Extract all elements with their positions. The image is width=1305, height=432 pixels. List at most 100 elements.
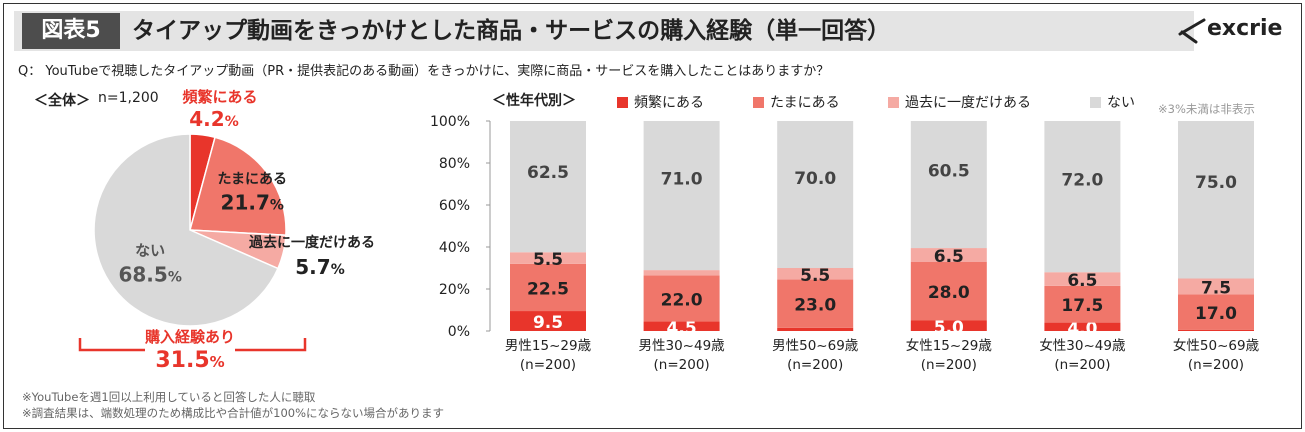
- legend-swatch-once: [888, 96, 899, 108]
- y-tick-label: 0%: [448, 324, 470, 340]
- x-tick-label: 女性50~69歳: [1173, 337, 1260, 354]
- pie-slice-sometimes: [189, 136, 287, 237]
- bar-value-label-never: 62.5: [527, 163, 569, 183]
- bar-segment-once: [910, 248, 987, 262]
- y-tick-label: 20%: [439, 282, 470, 298]
- bar-value-label-never: 72.0: [1061, 170, 1103, 190]
- y-tick-label: 80%: [439, 156, 470, 172]
- footnote-1: ※YouTubeを週1回以上利用していると回答した人に聴取: [22, 390, 316, 404]
- header-bar: [14, 11, 1194, 51]
- bar-value-label-sometimes: 23.0: [794, 296, 836, 316]
- legend-item-never: ない: [1090, 92, 1135, 112]
- by-age-label: ＜性年代別＞: [492, 93, 576, 109]
- x-tick-n-label: (n=200): [1188, 357, 1244, 373]
- overall-label: ＜全体＞: [34, 93, 90, 109]
- legend-swatch-frequent: [617, 96, 628, 108]
- bar-segment-once: [510, 252, 586, 264]
- bar-segment-frequent: [1044, 322, 1121, 331]
- bar-value-label-once: 5.5: [800, 266, 830, 286]
- x-tick-label: 女性15~29歳: [906, 337, 993, 354]
- x-tick-n-label: (n=200): [520, 357, 576, 373]
- bar-segment-sometimes: [643, 275, 720, 322]
- bar-value-label-frequent: 9.5: [533, 313, 563, 333]
- legend-label-never: ない: [1107, 95, 1135, 111]
- y-tick-label: 40%: [439, 240, 470, 256]
- logo-text: excrie: [1207, 16, 1283, 41]
- x-tick-n-label: (n=200): [787, 357, 843, 373]
- figure-frame: [3, 3, 1302, 429]
- bar-value-label-once: 6.5: [1067, 271, 1097, 291]
- x-tick-n-label: (n=200): [1054, 357, 1110, 373]
- legend-label-once: 過去に一度だけある: [905, 95, 1031, 111]
- bar-segment-never: [1178, 121, 1254, 279]
- chart-title: タイアップ動画をきっかけとした商品・サービスの購入経験（単一回答）: [132, 18, 891, 44]
- legend-swatch-sometimes: [753, 96, 764, 108]
- bar-segment-frequent: [510, 311, 586, 331]
- bar-segment-once: [1044, 272, 1121, 286]
- pie-label-frequent: 頻繁にある: [182, 88, 257, 106]
- bar-segment-once: [777, 268, 854, 280]
- bar-segment-sometimes: [777, 279, 854, 328]
- x-tick-label: 女性30~49歳: [1039, 337, 1126, 354]
- pie-slice-never: [93, 133, 279, 327]
- bar-value-label-never: 75.0: [1195, 173, 1237, 193]
- legend-item-frequent: 頻繁にある: [617, 92, 704, 112]
- logo-mark-icon: [1178, 18, 1206, 44]
- legend-swatch-never: [1090, 96, 1101, 108]
- bar-segment-never: [1044, 121, 1121, 273]
- pie-value-sometimes: 21.7%: [221, 191, 284, 215]
- bar-value-label-sometimes: 28.0: [928, 283, 970, 303]
- bar-value-label-frequent: 4.5: [667, 318, 697, 338]
- x-tick-n-label: (n=200): [654, 357, 710, 373]
- x-tick-label: 男性30~49歳: [639, 338, 726, 354]
- bar-segment-never: [777, 121, 854, 268]
- bar-segment-never: [510, 121, 586, 253]
- legend-item-sometimes: たまにある: [753, 92, 840, 112]
- bar-value-label-never: 70.0: [794, 169, 836, 189]
- bar-value-label-frequent: 4.0: [1067, 319, 1097, 339]
- bar-value-label-sometimes: 22.0: [661, 290, 703, 310]
- bar-segment-sometimes: [510, 263, 586, 312]
- x-tick-n-label: (n=200): [921, 357, 977, 373]
- excrie-logo: [1178, 18, 1206, 44]
- purchase-experience-label: 購入経験あり: [144, 328, 235, 346]
- bar-segment-frequent: [910, 320, 987, 331]
- bar-value-label-sometimes: 17.0: [1195, 304, 1237, 324]
- bar-value-label-frequent: 5.0: [934, 318, 964, 338]
- bar-segment-never: [643, 121, 720, 271]
- bar-segment-frequent: [1178, 329, 1254, 331]
- figure-label: 図表5: [22, 13, 120, 49]
- legend-label-sometimes: たまにある: [770, 95, 840, 111]
- bar-segment-frequent: [777, 327, 854, 331]
- bar-value-label-never: 71.0: [661, 170, 703, 190]
- bar-value-label-never: 60.5: [928, 161, 970, 181]
- bar-segment-never: [910, 121, 987, 249]
- bar-value-label-once: 7.5: [1201, 278, 1231, 298]
- bar-segment-once: [643, 270, 720, 276]
- y-tick-label: 100%: [430, 114, 470, 130]
- footnote-2: ※調査結果は、端数処理のため構成比や合計値が100%にならない場合があります: [22, 406, 445, 420]
- y-tick-label: 60%: [439, 198, 470, 214]
- bar-segment-frequent: [643, 321, 720, 331]
- pie-label-sometimes: たまにある: [217, 172, 287, 188]
- legend-note: ※3%未満は非表示: [1158, 102, 1255, 116]
- question-text: Q： YouTubeで視聴したタイアップ動画（PR・提供表記のある動画）をきっか…: [18, 64, 830, 79]
- legend-label-frequent: 頻繁にある: [634, 95, 704, 111]
- bar-value-label-once: 6.5: [934, 247, 964, 267]
- x-tick-label: 男性50~69歳: [772, 338, 859, 354]
- bar-segment-sometimes: [1178, 294, 1254, 330]
- pie-value-once: 5.7%: [295, 255, 344, 279]
- stacked-bar-chart: 0% 20% 40% 60% 80% 100% 9.5 22.5 5.5 62.5 男性15~29歳…: [430, 114, 1260, 373]
- pie-value-never: 68.5%: [118, 262, 181, 286]
- overall-n: n=1,200: [98, 90, 159, 106]
- bar-value-label-sometimes: 22.5: [527, 279, 569, 299]
- bar-value-label-once: 5.5: [533, 250, 563, 270]
- pie-value-frequent: 4.2%: [189, 107, 238, 131]
- bar-segment-sometimes: [910, 261, 987, 321]
- bar-value-label-sometimes: 17.5: [1061, 296, 1103, 316]
- pie-label-once: 過去に一度だけある: [248, 234, 375, 251]
- pie-label-never: ない: [135, 241, 165, 259]
- x-tick-label: 男性15~29歳: [505, 338, 592, 354]
- purchase-bracket: [78, 338, 307, 352]
